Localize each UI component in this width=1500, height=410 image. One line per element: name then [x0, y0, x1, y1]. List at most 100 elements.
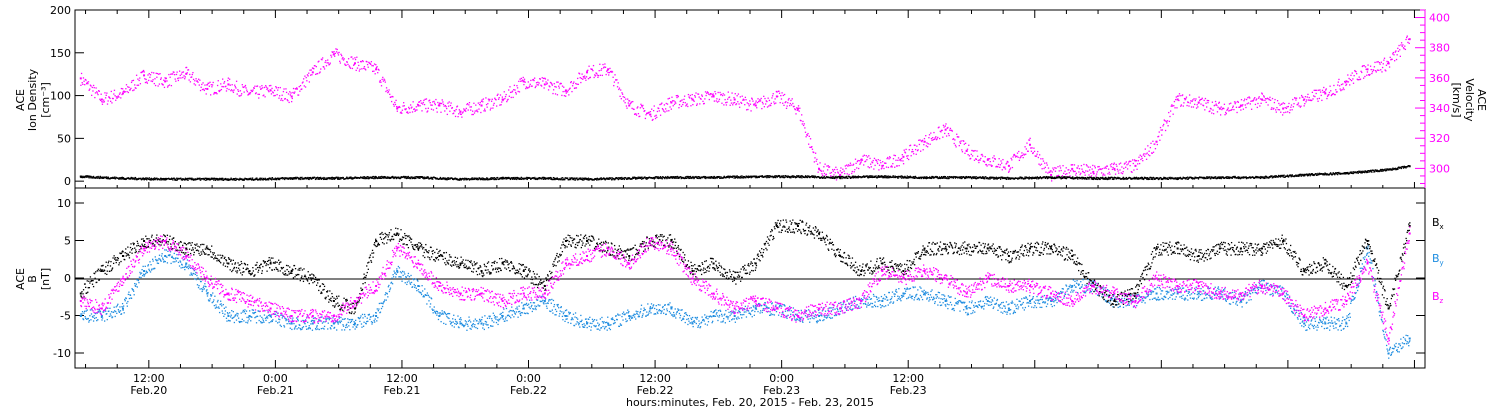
velocity-point [849, 162, 852, 164]
velocity-point [880, 168, 883, 170]
velocity-point [1193, 98, 1195, 100]
density-point [1087, 176, 1090, 179]
density-point [188, 177, 190, 179]
velocity-point [518, 80, 520, 83]
density-point [214, 179, 217, 181]
velocity-point [340, 55, 343, 57]
velocity-point [788, 97, 790, 100]
density-point [473, 177, 476, 179]
density-point [675, 177, 677, 179]
velocity-point [1102, 173, 1105, 175]
density-point [392, 176, 394, 178]
density-point [1085, 177, 1087, 179]
velocity-point [229, 84, 231, 86]
velocity-point [1369, 65, 1372, 67]
density-point [1061, 176, 1063, 178]
density-point [835, 175, 837, 178]
density-point [228, 178, 231, 181]
velocity-point [802, 124, 805, 127]
velocity-point [1121, 166, 1123, 168]
velocity-point [662, 109, 664, 111]
velocity-point [330, 54, 332, 57]
velocity-point [964, 152, 966, 154]
velocity-point [132, 89, 134, 92]
density-point [1176, 178, 1179, 181]
velocity-point [762, 103, 764, 105]
density-point [516, 176, 518, 179]
density-point [307, 178, 309, 180]
density-point [406, 176, 409, 179]
velocity-point [761, 101, 764, 104]
velocity-point [1175, 98, 1177, 101]
velocity-point [384, 79, 386, 81]
density-point [811, 175, 813, 177]
density-point [692, 176, 695, 179]
velocity-point [1316, 98, 1319, 100]
velocity-point [480, 104, 483, 107]
density-point [146, 179, 148, 181]
velocity-point [1367, 64, 1369, 66]
density-point [942, 176, 944, 179]
velocity-point [508, 89, 510, 91]
velocity-point [318, 60, 320, 62]
density-point [605, 177, 608, 179]
velocity-point [311, 71, 314, 74]
velocity-point [984, 156, 986, 158]
velocity-point [1257, 102, 1259, 105]
density-point [1133, 176, 1135, 179]
velocity-point [837, 171, 839, 173]
density-point [314, 177, 316, 179]
velocity-point [1264, 99, 1266, 102]
density-point [954, 176, 956, 178]
density-point [203, 178, 205, 180]
velocity-point [292, 91, 294, 94]
velocity-point [179, 74, 181, 77]
density-point [160, 179, 163, 181]
velocity-point [94, 92, 97, 94]
velocity-point [1146, 152, 1148, 154]
velocity-point [202, 82, 204, 84]
velocity-point [817, 171, 819, 173]
velocity-point [1317, 100, 1319, 102]
velocity-point [695, 92, 697, 94]
density-point [617, 177, 619, 179]
velocity-point [959, 142, 962, 144]
density-point [847, 177, 849, 179]
velocity-point [613, 81, 616, 83]
velocity-point [978, 161, 980, 164]
density-point [933, 177, 935, 179]
velocity-point [869, 157, 871, 160]
velocity-point [1076, 167, 1079, 169]
velocity-point [113, 89, 116, 91]
density-point [494, 178, 496, 181]
velocity-point [1213, 113, 1215, 115]
velocity-point [577, 77, 579, 80]
density-point [710, 176, 713, 178]
velocity-point [1228, 110, 1230, 112]
density-point [461, 178, 463, 181]
velocity-point [1141, 157, 1143, 160]
velocity-point [966, 148, 969, 150]
velocity-point [1154, 143, 1156, 145]
density-point [640, 176, 642, 178]
velocity-point [1225, 111, 1227, 114]
velocity-point [237, 90, 240, 92]
density-point [568, 178, 571, 181]
density-point [709, 177, 711, 179]
velocity-point [885, 166, 888, 168]
velocity-point [601, 74, 604, 77]
density-point [264, 178, 266, 180]
density-point [149, 179, 151, 181]
density-point [641, 176, 643, 178]
velocity-point [264, 96, 266, 98]
density-point [423, 176, 425, 178]
density-point [486, 177, 488, 179]
density-point [85, 176, 88, 178]
density-point [160, 177, 162, 180]
velocity-point [222, 78, 224, 80]
velocity-point [599, 74, 602, 76]
velocity-point [1373, 66, 1376, 68]
density-point [224, 177, 227, 180]
velocity-point [1244, 104, 1246, 106]
velocity-point [1311, 91, 1314, 93]
